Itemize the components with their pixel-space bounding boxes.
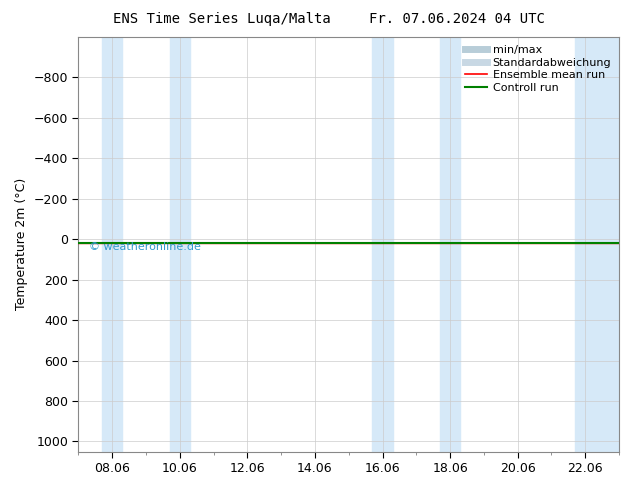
Bar (372, 37, 392, 452)
Text: Fr. 07.06.2024 04 UTC: Fr. 07.06.2024 04 UTC (368, 12, 545, 26)
Bar (440, 37, 460, 452)
Text: ENS Time Series Luqa/Malta: ENS Time Series Luqa/Malta (113, 12, 331, 26)
Legend: min/max, Standardabweichung, Ensemble mean run, Controll run: min/max, Standardabweichung, Ensemble me… (460, 40, 616, 98)
Bar (102, 37, 122, 452)
Bar (170, 37, 190, 452)
Bar (575, 37, 623, 452)
Text: © weatheronline.de: © weatheronline.de (89, 242, 201, 252)
Y-axis label: Temperature 2m (°C): Temperature 2m (°C) (15, 178, 28, 311)
